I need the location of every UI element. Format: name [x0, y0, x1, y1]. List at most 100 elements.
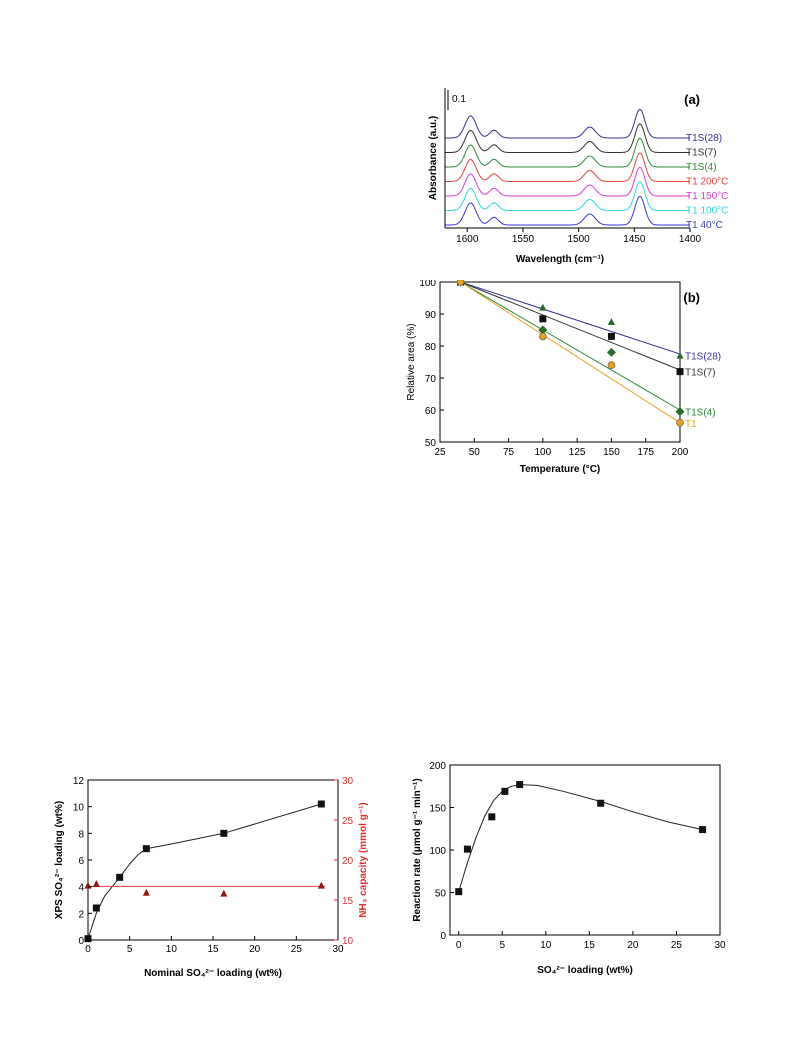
- chart-d: 0 5 10 15 20 25 30 0 50 100 150 200 SO₄²⁻ loading …: [412, 761, 726, 976]
- d-frame: [449, 764, 721, 936]
- c-x-tick-label: 15: [207, 944, 219, 955]
- a-series-line: [445, 152, 690, 182]
- d-point: [516, 781, 524, 789]
- b-point: [676, 419, 684, 427]
- b-point: [675, 407, 685, 417]
- a-series-line: [445, 181, 690, 211]
- c-frame: [87, 779, 339, 941]
- b-x-tick-label: 75: [503, 447, 515, 458]
- b-legend-label: T1S(7): [685, 368, 716, 379]
- b-point: [676, 368, 684, 376]
- c-x-label: Nominal SO₄²⁻ loading (wt%): [144, 968, 282, 979]
- b-panel-label: (b): [683, 290, 700, 305]
- b-y-tick-label: 90: [425, 310, 437, 321]
- d-points: [455, 781, 707, 896]
- a-x-tick-label: 1600: [456, 234, 479, 245]
- c-xps-curve: [87, 803, 322, 939]
- c-y2-ticks: 10 15 20 25 30: [334, 776, 354, 947]
- d-point: [597, 799, 605, 807]
- c-xps-point: [317, 800, 325, 808]
- a-series-line: [445, 166, 690, 197]
- d-x-label: SO₄²⁻ loading (wt%): [537, 965, 633, 976]
- c-nh3-point: [317, 881, 325, 889]
- a-x-tick-label: 1400: [679, 234, 702, 245]
- b-point: [676, 351, 684, 359]
- c-x-tick-label: 20: [249, 944, 261, 955]
- a-panel-label: (a): [684, 92, 700, 107]
- c-y2-label: NH₃ capacity (mmol g⁻¹): [358, 802, 369, 917]
- b-y-tick-label: 70: [425, 374, 437, 385]
- c-x-ticks: 0 5 10 15 20 25 30: [85, 936, 344, 955]
- c-y-tick-label: 2: [78, 909, 84, 920]
- b-point: [607, 318, 615, 325]
- c-nh3-point: [142, 888, 150, 896]
- b-point: [607, 332, 615, 340]
- a-y-label: Absorbance (a.u.): [428, 116, 439, 200]
- b-point: [456, 280, 465, 286]
- a-legend-label: T1S(4): [686, 162, 717, 173]
- c-y2-tick-label: 30: [342, 776, 354, 787]
- c-x-tick-label: 30: [332, 944, 344, 955]
- d-y-tick-label: 100: [429, 846, 446, 857]
- d-lines: [458, 784, 703, 892]
- chart-c: 0 5 10 15 20 25 30 0 2 4 6 8 10 12 10 15 20 25 30 Nomina…: [54, 776, 369, 979]
- a-legend-label: T1 100°C: [686, 206, 728, 217]
- a-legend: T1S(28) T1S(7) T1S(4) T1 200°C T1 150°C T1 10…: [686, 133, 728, 231]
- c-lines: [87, 803, 326, 939]
- b-y-label: Relative area (%): [406, 323, 417, 400]
- a-x-label: Wavelength (cm⁻¹): [516, 254, 604, 265]
- a-series-line: [445, 123, 690, 153]
- d-x-tick-label: 5: [499, 940, 505, 951]
- b-fit-line: [460, 281, 681, 371]
- c-x-tick-label: 5: [127, 944, 133, 955]
- d-curve: [458, 784, 703, 892]
- chart-a: 0.1 (a) 1600 1550 1500 1450 1400 T1S(28)T1S(…: [428, 88, 728, 265]
- c-y-tick-label: 8: [78, 829, 84, 840]
- b-x-label: Temperature (°C): [520, 464, 601, 475]
- b-fit-line: [460, 281, 681, 411]
- b-x-tick-label: 50: [469, 447, 481, 458]
- a-legend-label: T1 40°C: [686, 220, 723, 231]
- b-y-tick-label: 60: [425, 406, 437, 417]
- d-point: [501, 787, 509, 795]
- b-x-tick-label: 175: [637, 447, 654, 458]
- b-point: [539, 332, 547, 341]
- c-points: [84, 800, 325, 943]
- d-x-tick-label: 0: [456, 940, 462, 951]
- a-series-line: [445, 108, 690, 139]
- c-y2-tick-label: 10: [342, 936, 354, 947]
- c-y2-tick-label: 25: [342, 816, 354, 827]
- b-point: [606, 347, 616, 357]
- b-point: [539, 315, 547, 323]
- d-x-tick-label: 20: [627, 940, 639, 951]
- d-y-label: Reaction rate (μmol g⁻¹ min⁻¹): [412, 778, 423, 921]
- d-y-ticks: 0 50 100 150 200: [429, 761, 454, 942]
- b-legend: T1S(28) T1S(7) T1S(4)T1: [685, 352, 721, 430]
- b-x-tick-label: 125: [569, 447, 586, 458]
- a-legend-label: T1 150°C: [686, 191, 728, 202]
- d-x-tick-label: 15: [584, 940, 596, 951]
- b-fit-line: [460, 281, 681, 355]
- a-scale-bar-label: 0.1: [452, 94, 466, 105]
- b-y-tick-label: 80: [425, 342, 437, 353]
- c-y2-tick-label: 20: [342, 856, 354, 867]
- c-nh3-point: [92, 880, 100, 887]
- b-x-ticks: 25 50 75 100 125 150 175 200: [434, 438, 689, 458]
- b-x-tick-label: 200: [672, 447, 689, 458]
- d-point: [455, 888, 463, 896]
- d-y-tick-label: 0: [440, 931, 446, 942]
- b-y-ticks: 50 60 70 80 90 100: [419, 280, 444, 449]
- c-xps-point: [220, 829, 228, 837]
- c-y-tick-label: 4: [78, 883, 84, 894]
- a-x-ticks: 1600 1550 1500 1450 1400: [456, 228, 702, 245]
- c-xps-point: [92, 904, 100, 912]
- b-legend-label: T1S(28): [685, 352, 721, 363]
- d-x-ticks: 0 5 10 15 20 25 30: [456, 931, 726, 951]
- b-fit-lines: [460, 281, 681, 424]
- b-legend-label: T1S(4): [685, 408, 716, 419]
- a-legend-label: T1S(7): [686, 148, 717, 159]
- d-point: [463, 845, 471, 853]
- c-y2-tick-label: 15: [342, 896, 354, 907]
- c-x-tick-label: 0: [85, 944, 91, 955]
